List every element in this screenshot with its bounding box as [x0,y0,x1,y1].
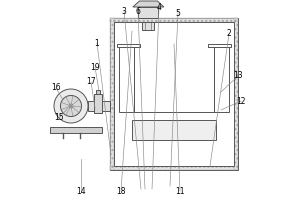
Bar [117,44,140,47]
Bar [142,22,154,30]
Text: 4: 4 [157,3,161,12]
Text: 18: 18 [116,186,126,196]
Circle shape [61,95,82,117]
Text: 19: 19 [90,62,100,72]
Text: 15: 15 [54,114,64,122]
Bar [234,18,238,170]
Bar [88,101,110,111]
Bar [214,47,229,112]
Text: 14: 14 [76,188,86,196]
Bar [110,18,238,170]
Bar [94,94,102,113]
Bar [114,22,234,166]
Bar [50,127,102,133]
Bar [208,44,231,47]
Bar [132,120,216,140]
Text: 5: 5 [176,8,180,18]
Text: 12: 12 [236,97,246,106]
Text: 16: 16 [51,84,61,92]
Text: 1: 1 [94,38,99,47]
Bar [110,18,238,22]
Bar [110,18,114,170]
Circle shape [69,104,73,108]
Bar [138,7,158,18]
Bar [110,166,238,170]
Text: 3: 3 [122,6,126,16]
Polygon shape [133,1,164,7]
Text: 11: 11 [175,186,185,196]
Text: 13: 13 [233,72,243,80]
Bar [96,90,100,94]
Text: 2: 2 [226,29,231,38]
Text: 6: 6 [136,6,140,16]
Bar [119,47,134,112]
Circle shape [54,89,88,123]
Text: 17: 17 [86,77,96,86]
